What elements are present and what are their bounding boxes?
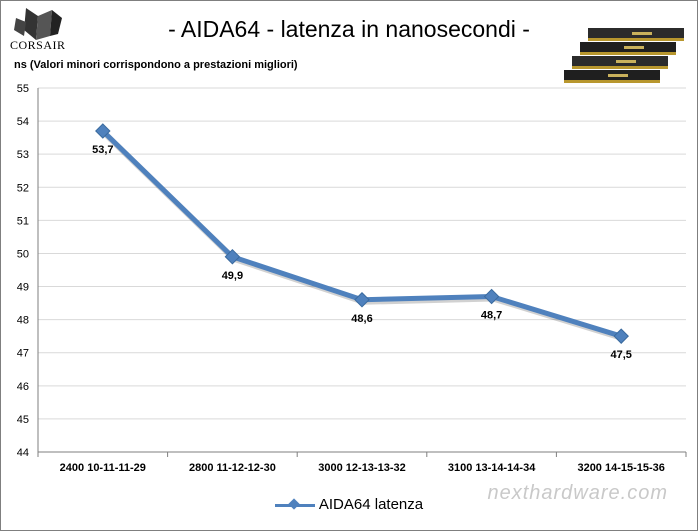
data-point xyxy=(354,292,370,308)
x-tick-label: 3000 12-13-13-32 xyxy=(318,462,405,474)
data-label: 48,6 xyxy=(351,313,372,325)
x-tick-label: 2400 10-11-11-29 xyxy=(60,462,146,474)
data-label: 49,9 xyxy=(222,270,243,282)
y-tick-label: 52 xyxy=(17,182,29,194)
corsair-logo xyxy=(14,8,62,40)
data-point xyxy=(483,288,500,305)
data-point xyxy=(95,123,111,139)
x-tick-label: 2800 11-12-12-30 xyxy=(189,462,276,474)
legend: AIDA64 latenza xyxy=(0,496,698,513)
legend-swatch xyxy=(274,499,315,511)
brand-name: CORSAIR xyxy=(10,38,66,52)
chart-subtitle: ns (Valori minori corrispondono a presta… xyxy=(14,59,298,71)
x-tick-label: 3200 14-15-15-36 xyxy=(577,462,664,474)
y-tick-label: 48 xyxy=(17,315,29,327)
data-label: 47,5 xyxy=(610,349,631,361)
data-label: 48,7 xyxy=(481,309,502,321)
data-point xyxy=(613,328,629,344)
watermark: nexthardware.com xyxy=(487,482,668,504)
y-tick-label: 46 xyxy=(17,381,29,393)
legend-label: AIDA64 latenza xyxy=(318,496,424,513)
y-tick-label: 49 xyxy=(17,282,29,294)
series-line-shadow xyxy=(102,130,624,342)
y-tick-label: 55 xyxy=(17,83,29,95)
y-tick-label: 45 xyxy=(17,414,29,426)
x-tick-label: 3100 13-14-14-34 xyxy=(448,462,536,474)
chart-title: - AIDA64 - latenza in nanosecondi - xyxy=(168,16,530,42)
y-tick-label: 54 xyxy=(17,116,29,128)
y-tick-label: 51 xyxy=(17,215,29,227)
data-point xyxy=(224,248,241,265)
data-label: 53,7 xyxy=(92,144,113,156)
ram-modules-image xyxy=(564,28,684,83)
y-tick-label: 50 xyxy=(17,248,29,260)
y-tick-label: 53 xyxy=(17,149,29,161)
y-tick-label: 47 xyxy=(17,348,29,360)
y-tick-label: 44 xyxy=(17,447,29,459)
